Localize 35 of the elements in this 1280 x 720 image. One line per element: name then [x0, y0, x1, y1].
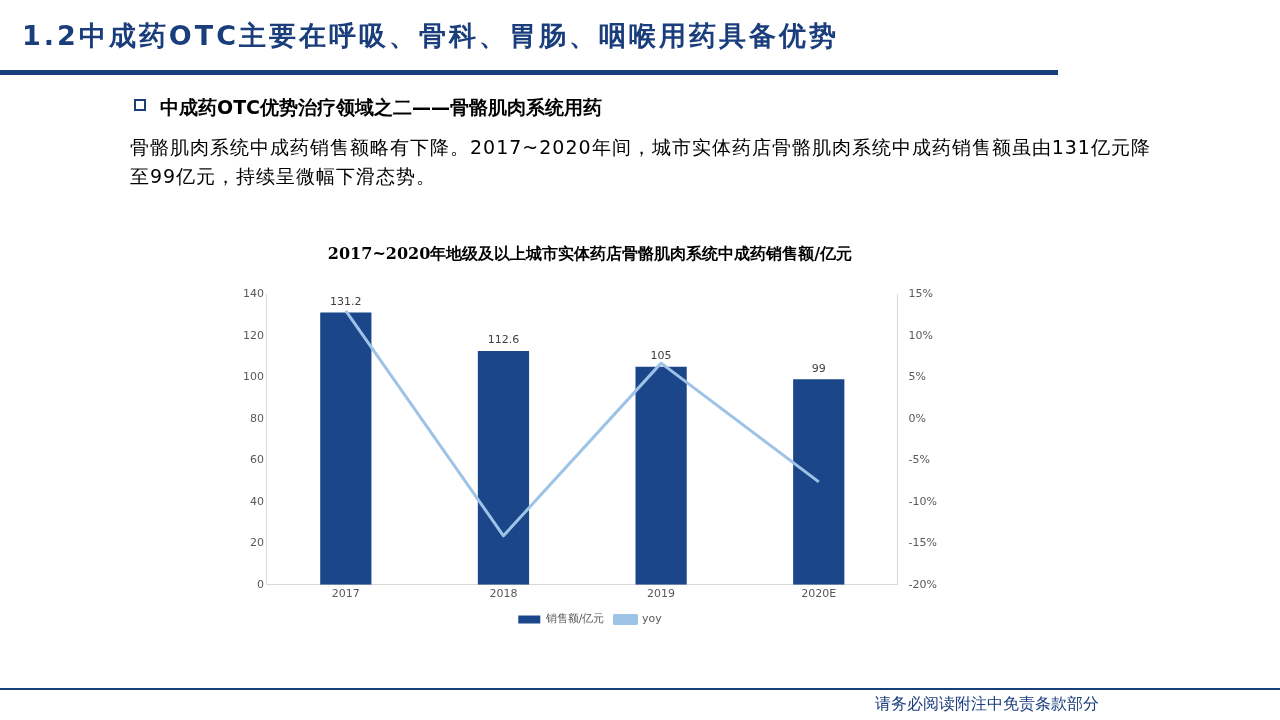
x-tick-label: 2017 — [331, 587, 360, 601]
data-label: 99 — [811, 361, 826, 375]
y-tick-label: 120 — [243, 328, 264, 342]
y2-tick-label: 15% — [908, 287, 934, 301]
y-tick-label: 140 — [243, 287, 264, 301]
y-tick-label: 80 — [250, 411, 264, 425]
y2-tick-label: -15% — [908, 536, 937, 550]
bar — [320, 312, 372, 585]
data-label: 105 — [650, 349, 672, 363]
y-tick-label: 60 — [250, 453, 264, 467]
y-tick-label: 100 — [243, 370, 264, 384]
bar — [793, 379, 845, 585]
text: 中成药OTC优势治疗领域之二——骨骼肌肉系统用药 — [160, 95, 603, 120]
data-label: 131.2 — [330, 294, 362, 308]
x-tick-label: 2020E — [801, 587, 837, 601]
legend-label: yoy — [641, 612, 663, 626]
text: 骨骼肌肉系统中成药销售额略有下降。2017~2020年间，城市实体药店骨骼肌肉系统中成药销售额虽由131亿元降至99亿元，持续呈微幅下滑态势。 — [130, 135, 1152, 189]
chart-title: 2017~2020年地级及以上城市实体药店骨骼肌肉系统中成药销售额/亿元 — [327, 243, 853, 263]
y-tick-label: 40 — [250, 494, 264, 508]
y-tick-label: 0 — [257, 577, 264, 591]
text: 1.2中成药OTC主要在呼吸、骨科、胃肠、咽喉用药具备优势 — [22, 19, 840, 53]
bar — [477, 351, 530, 585]
x-tick-label: 2018 — [489, 587, 518, 601]
y-tick-label: 20 — [250, 536, 264, 550]
y2-tick-label: 0% — [908, 411, 927, 425]
data-label: 112.6 — [487, 333, 520, 347]
y2-tick-label: -20% — [908, 577, 937, 591]
y2-tick-label: -10% — [908, 494, 937, 508]
y2-tick-label: 10% — [908, 328, 934, 342]
legend-label: 销售额/亿元 — [544, 612, 605, 626]
y2-tick-label: -5% — [908, 453, 930, 467]
bar — [635, 366, 687, 585]
text: 请务必阅读附注中免责条款部分 — [875, 694, 1099, 715]
y2-tick-label: 5% — [908, 370, 927, 384]
x-tick-label: 2019 — [647, 587, 676, 601]
